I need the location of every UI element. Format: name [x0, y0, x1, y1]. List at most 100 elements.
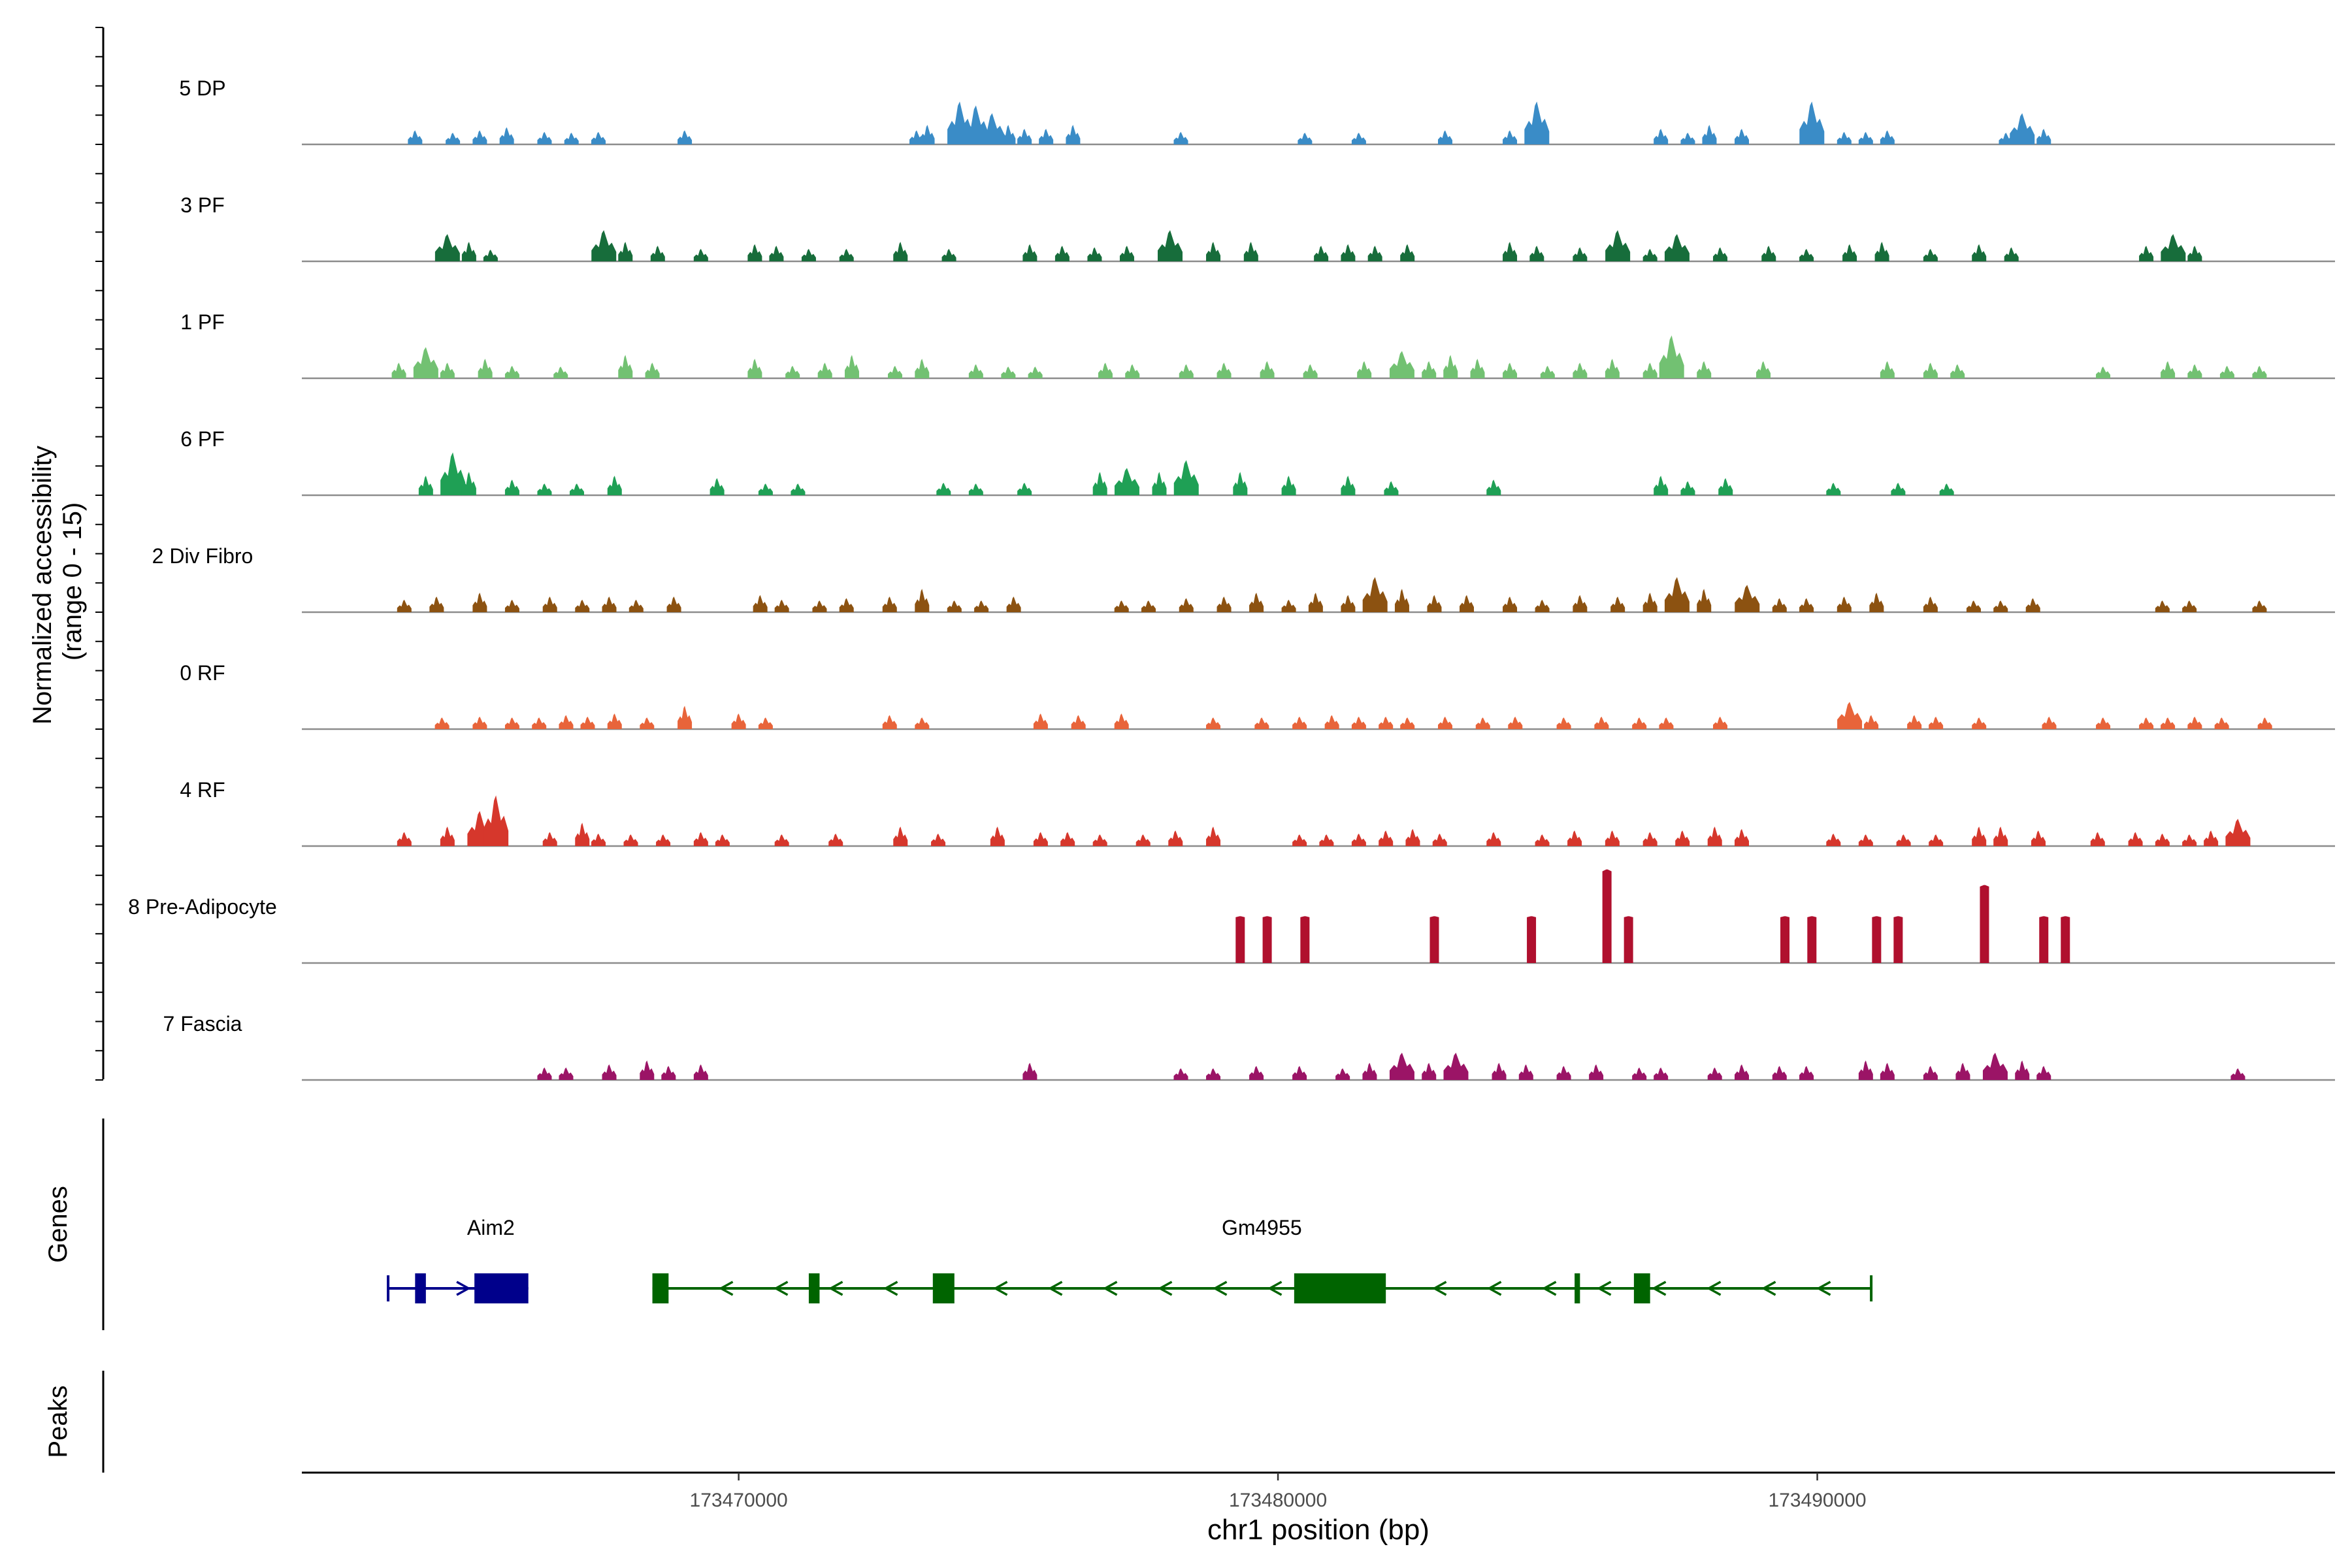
coverage-peak [1422, 361, 1437, 378]
coverage-peak [1923, 248, 1938, 261]
coverage-peak [828, 833, 843, 846]
coverage-peak [1168, 830, 1183, 846]
coverage-peak [1092, 472, 1107, 495]
coverage-peak [1475, 717, 1490, 729]
coverage-peak [1799, 598, 1814, 612]
coverage-peak [1217, 596, 1232, 612]
coverage-peak [715, 834, 730, 846]
coverage-peak [1206, 826, 1221, 846]
gene-exon [652, 1273, 669, 1303]
strand-arrow [1541, 1281, 1557, 1296]
coverage-peak [602, 596, 617, 612]
gene-exon [415, 1273, 426, 1303]
coverage-peak [440, 826, 455, 846]
coverage-peak [1923, 596, 1938, 612]
coverage-peak [1173, 1068, 1188, 1080]
coverage-peak [1556, 717, 1571, 729]
coverage-peak [2161, 361, 2176, 378]
coverage-peak [1249, 593, 1264, 612]
track-label: 8 Pre-Adipocyte [128, 895, 277, 919]
coverage-peak [2139, 717, 2154, 729]
strand-arrow [1816, 1281, 1831, 1296]
coverage-peak [607, 713, 622, 729]
coverage-peak [1351, 833, 1366, 846]
strand-arrow [1651, 1281, 1667, 1296]
track: 4 RF [180, 778, 2335, 847]
coverage-peak [2128, 832, 2143, 846]
coverage-peak [656, 834, 671, 846]
coverage-peak [504, 365, 519, 378]
coverage-peak [1697, 589, 1712, 612]
track: 6 PF [180, 427, 2335, 497]
coverage-peak [623, 834, 638, 846]
coverage-peak [397, 832, 412, 846]
coverage-peak [1707, 826, 1722, 846]
coverage-peak [936, 482, 951, 495]
strand-arrow [992, 1281, 1008, 1296]
coverage-peak [1341, 244, 1356, 261]
coverage-peak [882, 715, 897, 729]
coverage-peak [591, 230, 617, 261]
coverage-peak [1712, 716, 1727, 729]
coverage-peak [1642, 832, 1658, 846]
coverage-peak [1405, 828, 1420, 846]
strand-arrow [1102, 1281, 1118, 1296]
coverage-peak [1432, 833, 1447, 846]
coverage-peak [618, 355, 633, 378]
coverage-peak [2004, 247, 2019, 261]
coverage-peak [446, 133, 461, 144]
coverage-peak [1923, 363, 1938, 378]
coverage-peak [1503, 130, 1518, 144]
track-label: 5 DP [179, 76, 225, 100]
coverage-peak [968, 364, 983, 378]
coverage-peak [472, 593, 487, 612]
strand-arrow [773, 1281, 789, 1296]
y-axis-title: Normalized accessibility (range 0 - 15) [28, 438, 87, 725]
coverage-peak [1880, 361, 1895, 378]
coverage-peak [418, 476, 433, 495]
coverage-peak [1254, 717, 1269, 729]
coverage-peak [1594, 716, 1609, 729]
coverage-peak [559, 715, 574, 729]
coverage-peak [2225, 819, 2251, 846]
strand-arrow [1212, 1281, 1228, 1296]
coverage-peak [2187, 246, 2202, 261]
coverage-peak [1654, 129, 1669, 144]
coverage-peak [817, 363, 832, 378]
coverage-peak [1119, 246, 1134, 261]
coverage-peak [1893, 916, 1903, 963]
gene-exon [1294, 1273, 1386, 1303]
coverage-y-ticks [95, 27, 103, 1081]
coverage-peak [1955, 1062, 1970, 1080]
coverage-peak [1157, 230, 1183, 261]
coverage-peak [602, 1064, 617, 1080]
coverage-peak [629, 599, 644, 612]
strand-arrow [1431, 1281, 1447, 1296]
coverage-peak [1807, 916, 1817, 963]
coverage-peak [1712, 247, 1727, 261]
coverage-peak [747, 359, 762, 378]
coverage-peak [1303, 364, 1318, 378]
coverage-peak [1437, 716, 1452, 729]
coverage-peak [645, 363, 660, 378]
track-label: 3 PF [180, 193, 225, 217]
coverage-peak [1874, 242, 1889, 261]
track-label: 7 Fascia [163, 1012, 242, 1036]
coverage-peak [1799, 248, 1814, 261]
coverage-peak [1734, 828, 1749, 846]
coverage-peak [1066, 125, 1081, 144]
coverage-peak [774, 834, 789, 846]
coverage-peak [1972, 826, 1987, 846]
coverage-peak [2187, 716, 2202, 729]
strand-arrow [456, 1281, 471, 1296]
coverage-peak [1039, 129, 1054, 144]
coverage-peak [1675, 830, 1690, 846]
coverage-peak [1567, 830, 1582, 846]
coverage-peak [893, 242, 908, 261]
coverage-peak [1503, 596, 1518, 612]
coverage-peak [1993, 826, 2008, 846]
coverage-peak [1632, 717, 1647, 729]
coverage-peak [1054, 246, 1070, 261]
coverage-peak [1508, 716, 1523, 729]
